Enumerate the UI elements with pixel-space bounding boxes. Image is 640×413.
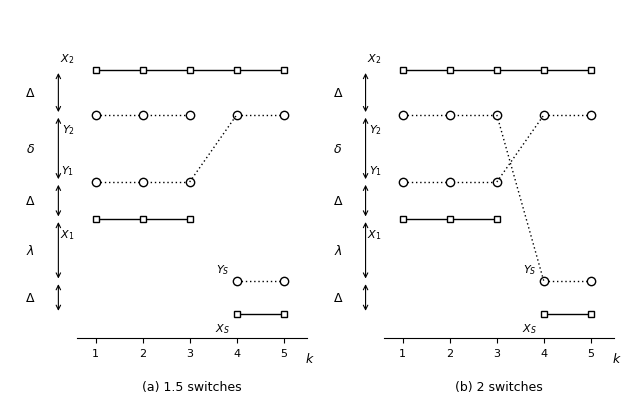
Text: (a) 1.5 switches: (a) 1.5 switches — [142, 380, 242, 393]
Text: $\Delta$: $\Delta$ — [26, 291, 36, 304]
Text: $X_S$: $X_S$ — [215, 321, 230, 335]
Text: $\lambda$: $\lambda$ — [26, 244, 35, 258]
Text: $X_1$: $X_1$ — [60, 227, 74, 241]
Text: $\delta$: $\delta$ — [333, 142, 342, 156]
Text: $\Delta$: $\Delta$ — [333, 195, 343, 208]
Text: $Y_1$: $Y_1$ — [369, 164, 381, 178]
Text: $X_S$: $X_S$ — [522, 321, 537, 335]
Text: $X_2$: $X_2$ — [367, 52, 381, 66]
Text: $Y_S$: $Y_S$ — [524, 263, 537, 277]
Text: $\delta$: $\delta$ — [26, 142, 35, 156]
Text: $k$: $k$ — [612, 351, 621, 365]
Text: $k$: $k$ — [305, 351, 314, 365]
Text: $Y_2$: $Y_2$ — [61, 123, 74, 137]
Text: $X_1$: $X_1$ — [367, 227, 381, 241]
Text: $\Delta$: $\Delta$ — [333, 87, 343, 100]
Text: $\lambda$: $\lambda$ — [333, 244, 342, 258]
Text: $\Delta$: $\Delta$ — [26, 195, 36, 208]
Text: (b) 2 switches: (b) 2 switches — [455, 380, 543, 393]
Text: $\Delta$: $\Delta$ — [26, 87, 36, 100]
Text: $Y_S$: $Y_S$ — [216, 263, 230, 277]
Text: $Y_2$: $Y_2$ — [369, 123, 381, 137]
Text: $Y_1$: $Y_1$ — [61, 164, 74, 178]
Text: $\Delta$: $\Delta$ — [333, 291, 343, 304]
Text: $X_2$: $X_2$ — [60, 52, 74, 66]
